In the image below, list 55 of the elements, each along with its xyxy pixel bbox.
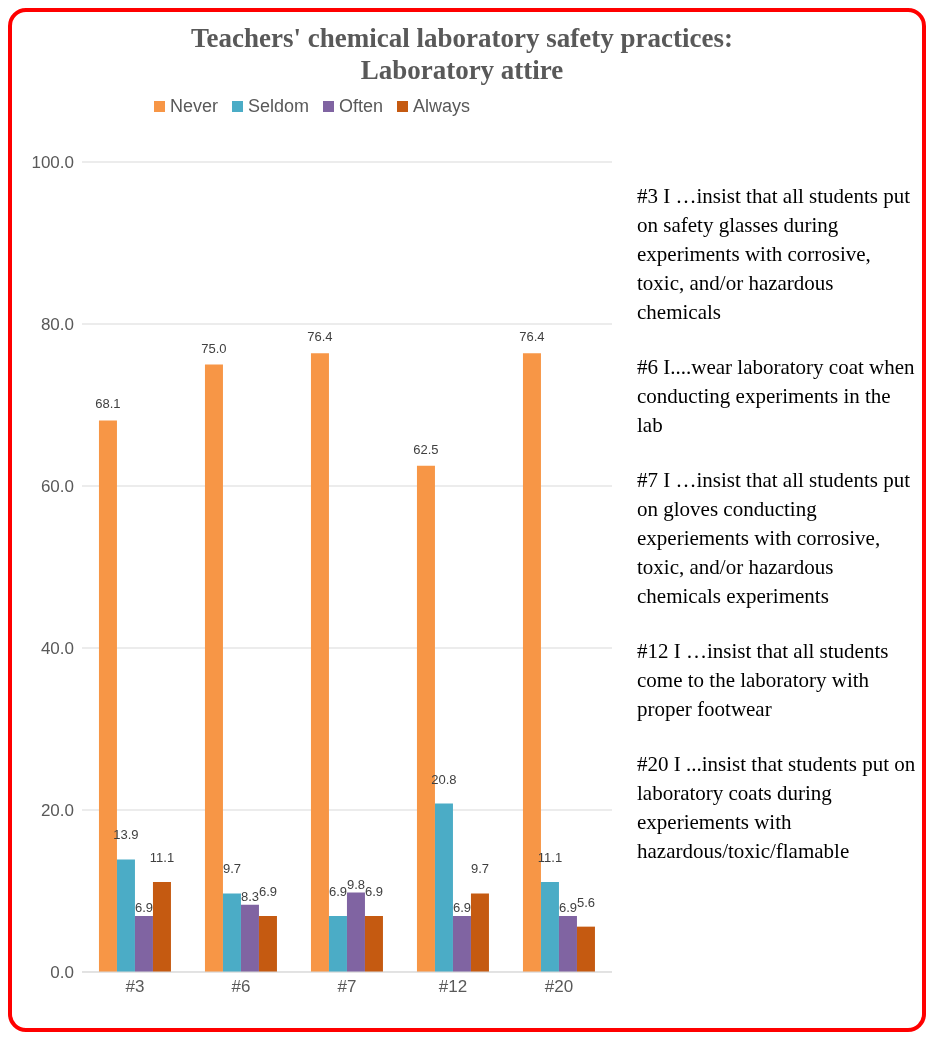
data-label: 6.9 (258, 884, 277, 900)
bar (558, 916, 577, 972)
data-label: 9.7 (470, 861, 489, 877)
bar (576, 926, 595, 972)
x-tick-label: #7 (337, 977, 357, 997)
bar (452, 916, 471, 972)
data-label: 9.7 (222, 861, 241, 877)
legend-label: Always (412, 96, 471, 117)
bar (346, 892, 365, 972)
y-tick-label: 100.0 (31, 153, 74, 173)
bar (470, 893, 489, 972)
y-tick-label: 80.0 (40, 315, 74, 335)
data-label: 76.4 (519, 329, 545, 345)
legend-label: Often (338, 96, 384, 117)
data-label: 9.8 (346, 876, 365, 892)
y-tick-label: 40.0 (40, 639, 74, 659)
x-tick-label: #20 (544, 977, 574, 997)
y-tick-label: 20.0 (40, 801, 74, 821)
text: #12 I …insist that all students come to the laboratory with proper footwear (637, 638, 890, 723)
bar (116, 859, 135, 972)
bar (310, 353, 329, 972)
legend-label: Never (168, 96, 218, 117)
legend-label: Seldom (246, 96, 309, 117)
bar (258, 916, 277, 972)
bar (328, 916, 347, 972)
data-label: 5.6 (576, 894, 595, 910)
data-label: 75.0 (201, 340, 227, 356)
bar (134, 916, 153, 972)
data-label: 6.9 (558, 900, 577, 916)
bar (540, 882, 559, 972)
data-label: 76.4 (307, 329, 333, 345)
bar (222, 893, 241, 972)
x-tick-label: #3 (125, 977, 145, 997)
data-label: 6.9 (452, 900, 471, 916)
data-label: 6.9 (364, 884, 383, 900)
data-label: 68.1 (95, 396, 121, 412)
data-label: 6.9 (328, 884, 347, 900)
data-label: 62.5 (413, 441, 439, 457)
text: #20 I ...insist that students put on laboratory coats during experiements with hazardous/toxic/flamable (637, 751, 917, 865)
data-label: 11.1 (149, 850, 175, 866)
x-tick-label: #12 (438, 977, 468, 997)
y-tick-label: 0.0 (50, 963, 74, 983)
data-label: 6.9 (134, 900, 153, 916)
data-label: 8.3 (240, 888, 259, 904)
bar (364, 916, 383, 972)
bar (152, 882, 171, 972)
chart-title: Teachers' chemical laboratory safety practices: Laboratory attire (190, 22, 734, 86)
bar (434, 803, 453, 972)
text: #3 I …insist that all students put on safety glasses during experiments with corrosive, toxic, and/or hazardous chemicals (637, 183, 911, 326)
text: #6 I....wear laboratory coat when conducting experiments in the lab (637, 354, 916, 439)
bar (240, 904, 259, 972)
y-tick-label: 60.0 (40, 477, 74, 497)
text: #7 I …insist that all students put on gloves conducting experiements with corrosive, toxic, and/or hazardous chemicals experiments (637, 467, 911, 610)
x-tick-label: #6 (231, 977, 251, 997)
bar (204, 364, 223, 972)
